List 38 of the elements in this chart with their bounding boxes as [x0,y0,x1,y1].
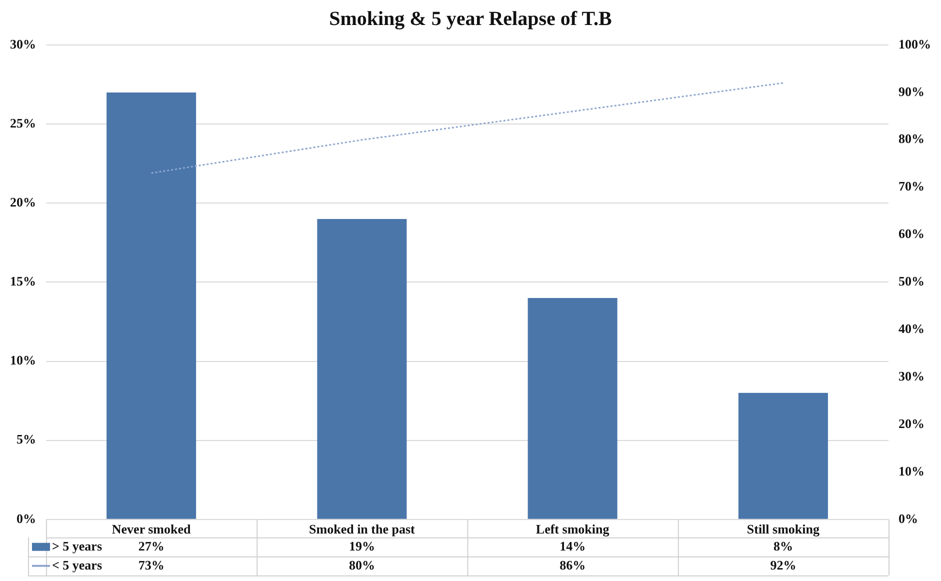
y2-tick-label: 90% [898,84,924,99]
bar [106,92,196,519]
y-tick-label: 30% [10,36,36,52]
bar [738,392,828,519]
data-label: 8% [773,538,793,554]
y2-tick-label: 80% [898,131,924,146]
data-label: 14% [560,538,586,554]
x-tick-label: Still smoking [746,522,820,537]
data-label: 80% [348,557,375,572]
y2-tick-label: 10% [898,463,924,478]
x-tick-label: Left smoking [536,522,610,537]
y2-tick-label: 40% [898,321,924,336]
y-tick-label: 10% [10,352,36,368]
y2-tick-label: 60% [898,226,924,242]
y-tick-label: 5% [16,432,36,447]
data-label: 19% [348,538,375,554]
y-tick-label: 20% [10,194,36,210]
y-tick-label: 25% [10,115,36,130]
y2-tick-label: 20% [898,416,924,431]
y2-tick-label: 100% [898,36,931,52]
data-label: 86% [560,557,586,572]
data-label: 27% [138,538,164,554]
bar [528,298,618,519]
legend-label: > 5 years [52,538,102,554]
y-tick-label: 15% [10,274,36,289]
data-label: 92% [770,557,796,572]
y2-tick-label: 30% [898,368,924,384]
data-label: 73% [138,557,164,572]
y-tick-label: 0% [16,510,36,526]
y2-tick-label: 50% [898,274,924,289]
bar [317,218,407,519]
y2-tick-label: 70% [898,178,924,194]
x-tick-label: Never smoked [112,522,192,537]
x-tick-label: Smoked in the past [309,522,416,537]
chart-title: Smoking & 5 year Relapse of T.B [328,8,613,31]
legend-label: < 5 years [52,557,102,572]
line-series [150,82,784,174]
y2-tick-label: 0% [898,510,918,526]
